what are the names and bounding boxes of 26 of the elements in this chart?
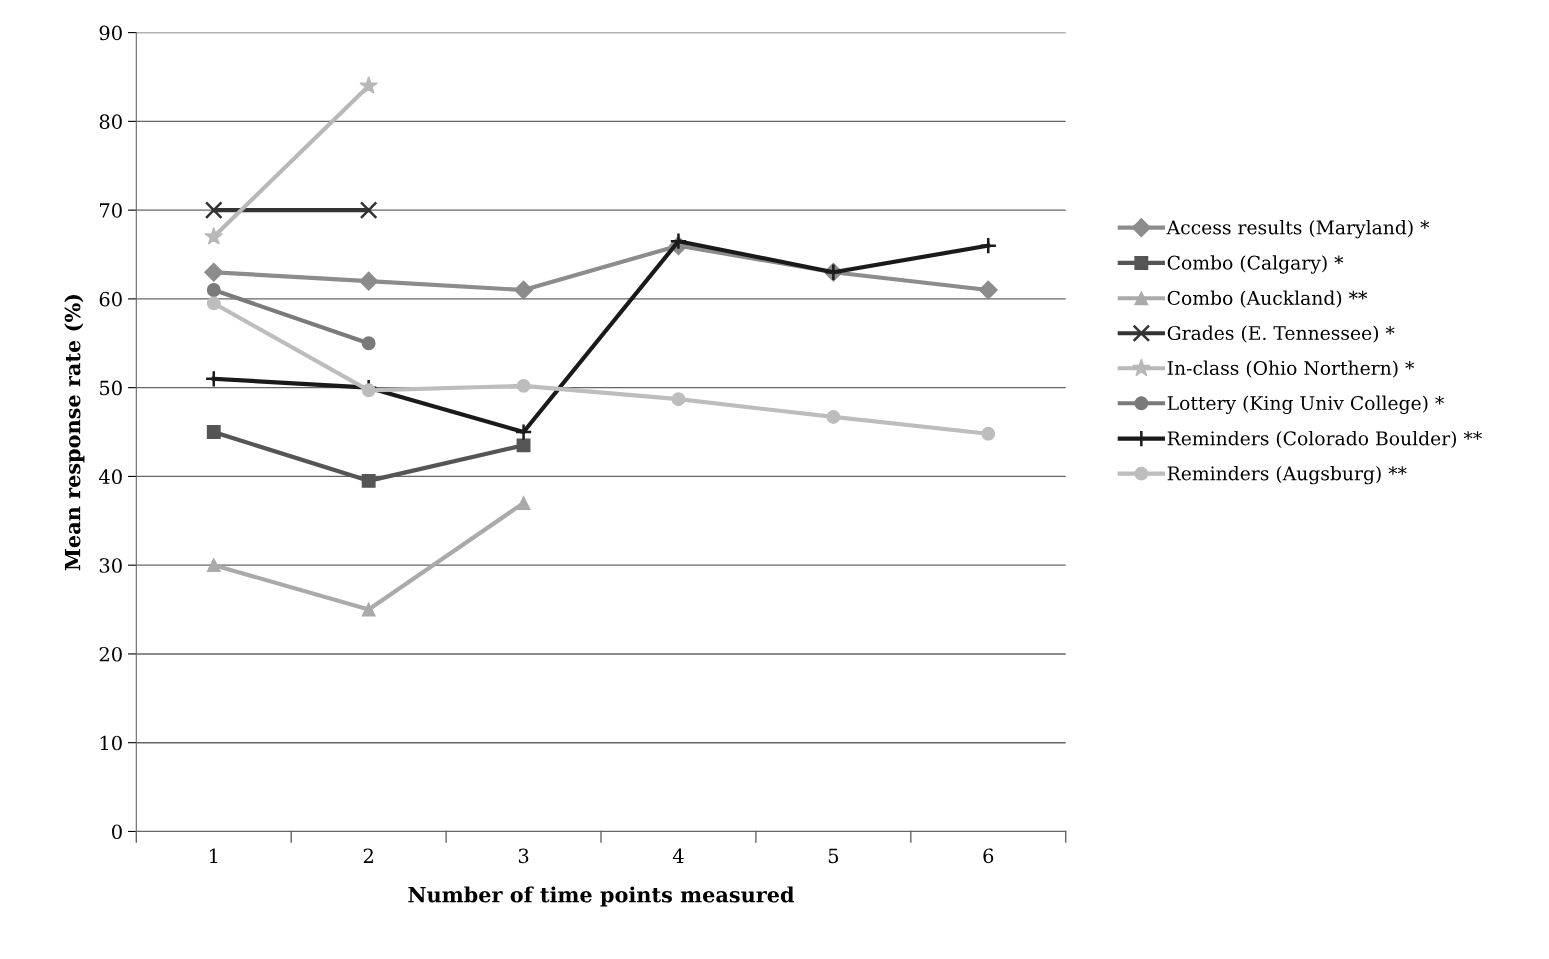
- y-tick-label: 90: [99, 25, 122, 41]
- y-axis-title: Mean response rate (%): [64, 294, 85, 571]
- y-tick-label: 40: [98, 469, 122, 485]
- y-tick-label: 30: [99, 558, 122, 573]
- x-axis-title: Number of time points measured: [408, 886, 795, 907]
- legend-label: Lottery (King Univ College) *: [1167, 395, 1445, 415]
- legend-label: In-class (Ohio Northern) *: [1167, 360, 1415, 378]
- x-tick-label: 1: [209, 848, 218, 863]
- y-tick-label: 20: [99, 646, 122, 662]
- x-tick-label: 5: [828, 848, 839, 864]
- y-tick-label: 10: [100, 735, 122, 751]
- y-tick-label: 0: [112, 824, 122, 840]
- legend-label: Combo (Auckland) **: [1167, 290, 1368, 308]
- legend-label: Access results (Maryland) *: [1166, 219, 1430, 239]
- x-tick-label: 4: [672, 848, 684, 863]
- legend-label: Reminders (Augsburg) **: [1167, 465, 1407, 485]
- x-tick-label: 6: [983, 848, 994, 864]
- legend-label: Combo (Calgary) *: [1167, 255, 1344, 274]
- legend-label: Grades (E. Tennessee) *: [1167, 325, 1395, 343]
- y-tick-label: 80: [99, 114, 122, 130]
- legend-label: Reminders (Colorado Boulder) **: [1167, 430, 1482, 449]
- y-tick-label: 50: [100, 380, 122, 396]
- x-tick-label: 2: [363, 848, 373, 863]
- y-tick-label: 70: [100, 203, 122, 218]
- y-tick-label: 60: [99, 291, 122, 307]
- x-tick-label: 3: [518, 848, 529, 864]
